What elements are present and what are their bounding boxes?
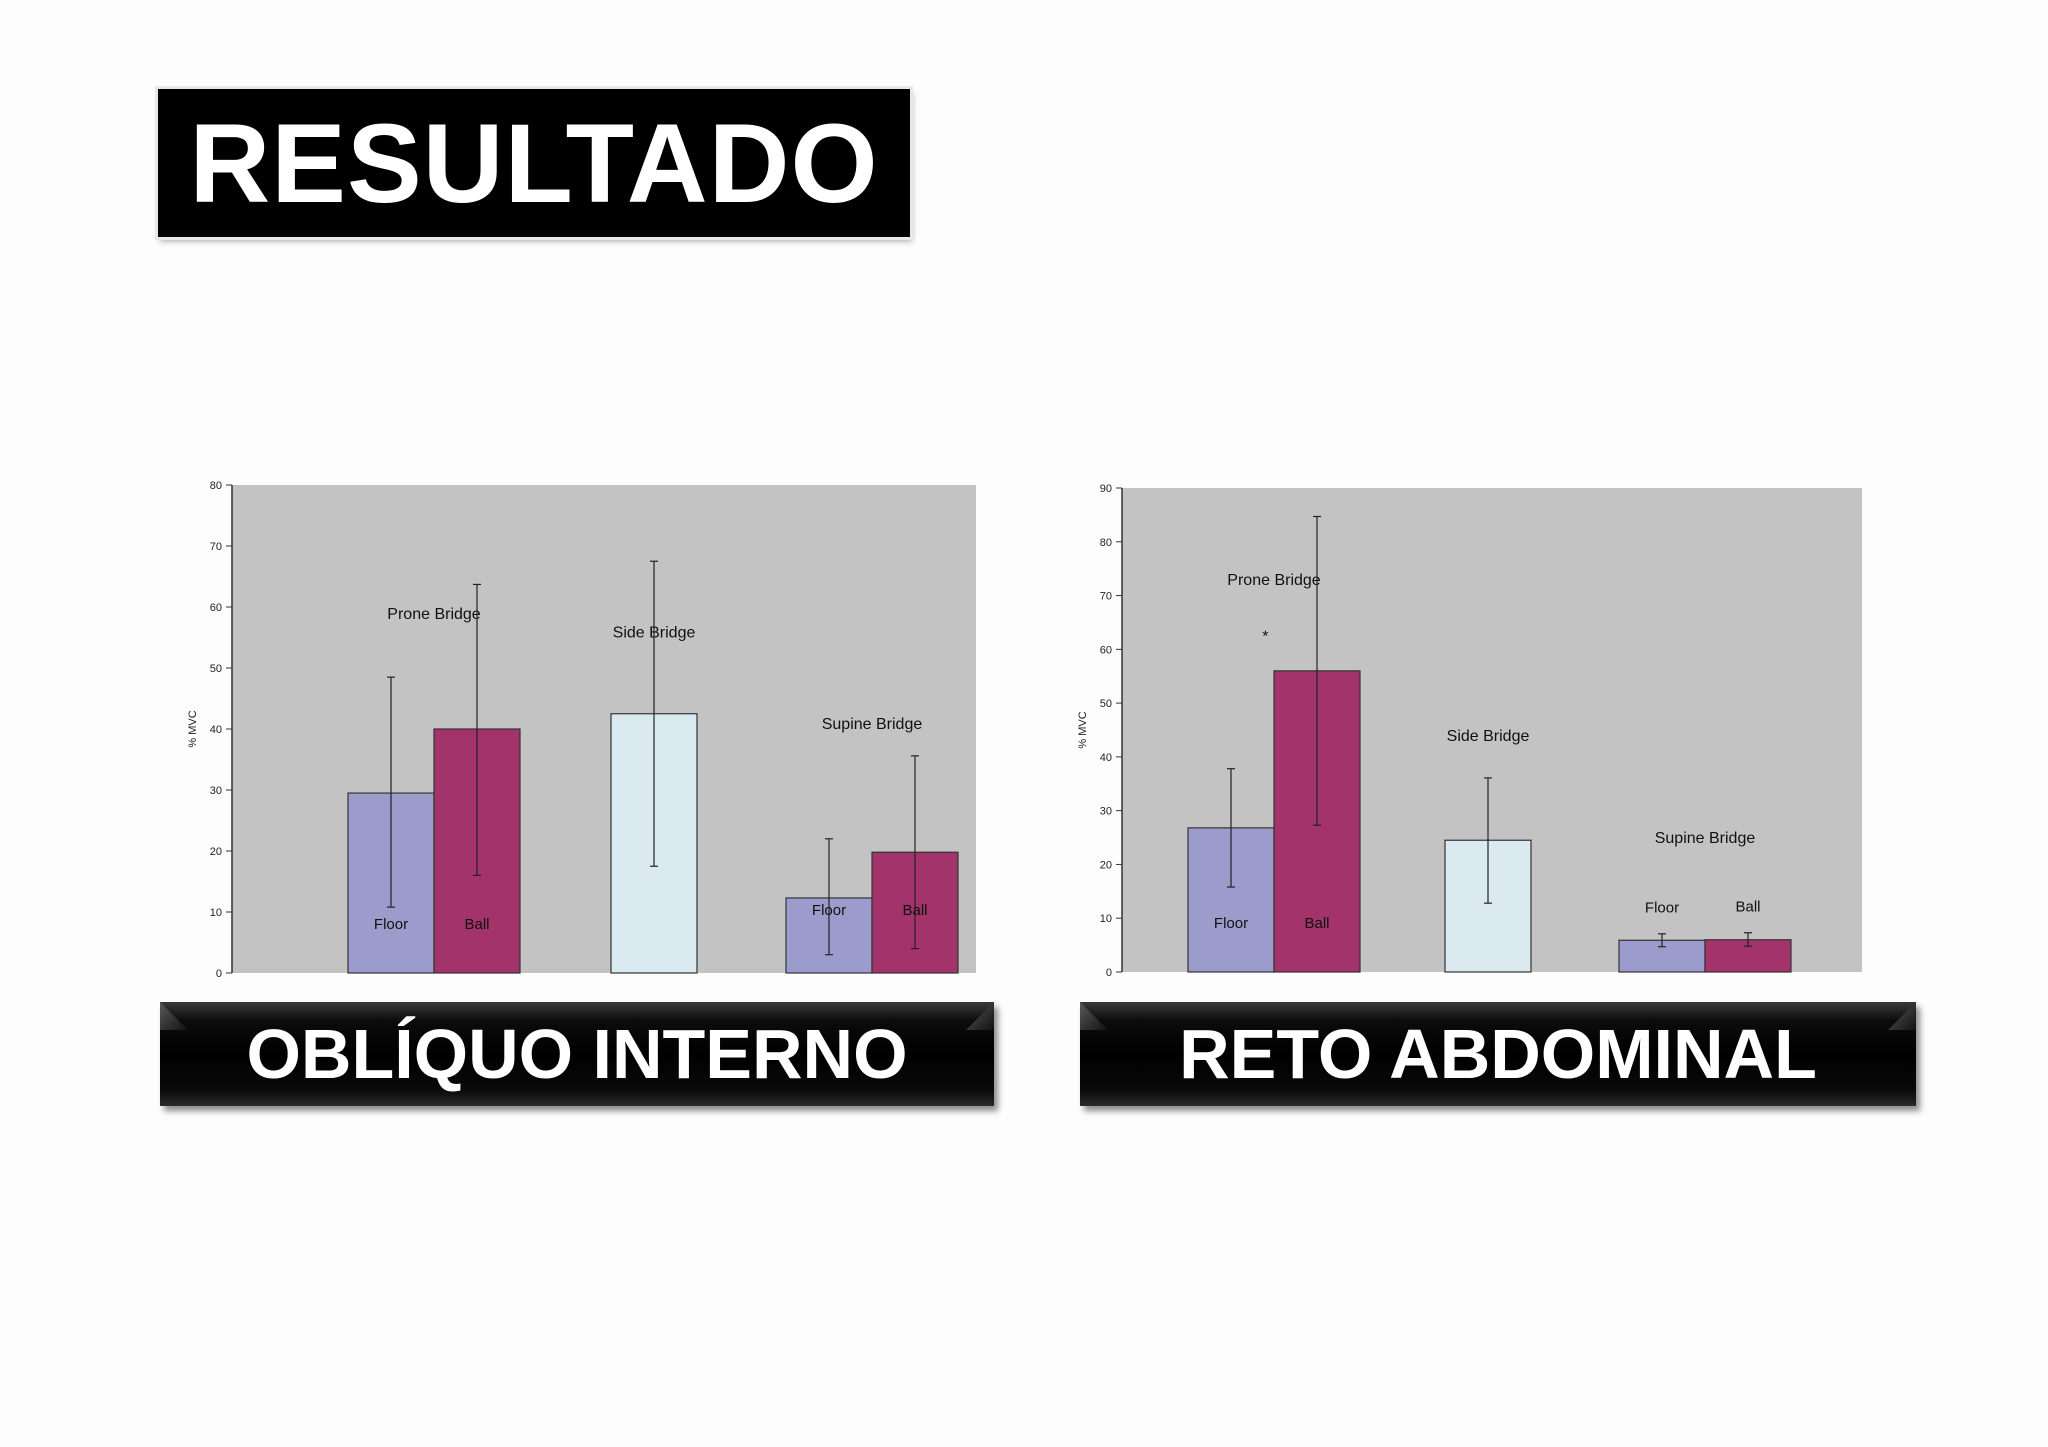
- bar-label: Floor: [1645, 899, 1679, 916]
- title-box: RESULTADO: [155, 86, 913, 240]
- y-tick-label: 0: [216, 968, 222, 980]
- y-axis-label: % MVC: [1077, 711, 1089, 748]
- banner-label-left: OBLÍQUO INTERNO: [246, 1015, 908, 1093]
- y-tick-label: 40: [1100, 752, 1112, 764]
- group-label: Supine Bridge: [1655, 830, 1756, 847]
- y-tick-label: 30: [1100, 806, 1112, 818]
- significance-marker: *: [1262, 628, 1268, 645]
- page-title: RESULTADO: [189, 100, 879, 226]
- y-tick-label: 50: [1100, 698, 1112, 710]
- banner-reto-abdominal: RETO ABDOMINAL: [1080, 1002, 1916, 1106]
- bar-label: Ball: [902, 902, 927, 919]
- y-tick-label: 70: [1100, 591, 1112, 603]
- banner-obliquo-interno: OBLÍQUO INTERNO: [160, 1002, 994, 1106]
- bar-label: Floor: [1214, 915, 1248, 932]
- group-label: Prone Bridge: [1227, 572, 1320, 589]
- group-label: Supine Bridge: [822, 716, 923, 733]
- y-axis-label: % MVC: [187, 710, 199, 747]
- y-tick-label: 30: [210, 785, 222, 797]
- bar-label: Ball: [464, 916, 489, 933]
- y-tick-label: 80: [1100, 537, 1112, 549]
- y-tick-label: 60: [210, 602, 222, 614]
- y-tick-label: 10: [210, 907, 222, 919]
- group-label: Prone Bridge: [387, 606, 480, 623]
- y-tick-label: 70: [210, 541, 222, 553]
- bar-label: Ball: [1304, 915, 1329, 932]
- y-tick-label: 90: [1100, 483, 1112, 495]
- group-label: Side Bridge: [1447, 728, 1530, 745]
- bar-label: Floor: [374, 916, 408, 933]
- y-tick-label: 20: [1100, 859, 1112, 871]
- y-tick-label: 20: [210, 846, 222, 858]
- y-tick-label: 0: [1106, 967, 1112, 979]
- bar-label: Ball: [1735, 899, 1760, 916]
- banner-label-right: RETO ABDOMINAL: [1179, 1015, 1817, 1093]
- y-tick-label: 60: [1100, 644, 1112, 656]
- chart-obliquo-interno: 0 10 20 30 40 50 60 70 80 % MVC Prone Bridge Floor B…: [187, 480, 976, 980]
- y-tick-label: 40: [210, 724, 222, 736]
- bar-label: Floor: [812, 902, 846, 919]
- y-tick-label: 80: [210, 480, 222, 492]
- y-tick-label: 50: [210, 663, 222, 675]
- y-tick-label: 10: [1100, 913, 1112, 925]
- chart-reto-abdominal: 0 10 20 30 40 50 60 70 80 90 % MVC Prone Bridge Floo…: [1077, 483, 1862, 979]
